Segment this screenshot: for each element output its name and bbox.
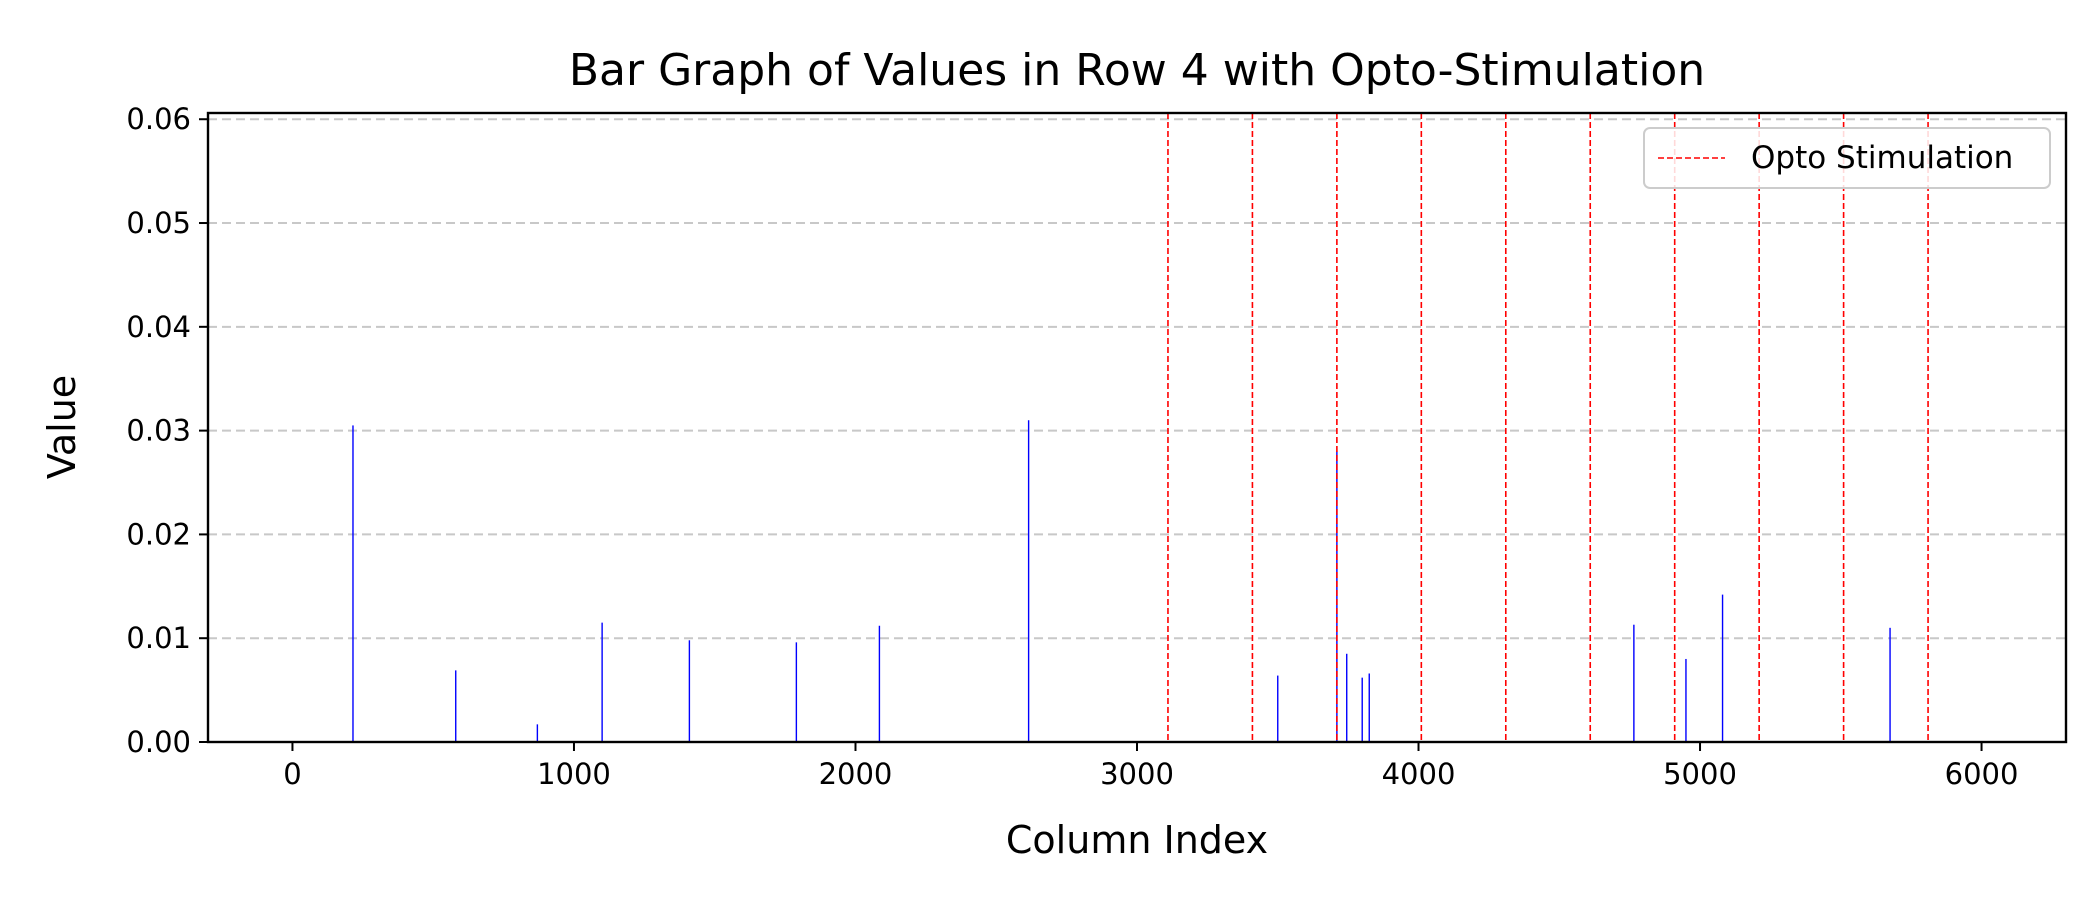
bar [536,724,539,742]
y-axis: 0.00 0.01 0.02 0.03 0.04 0.05 0.06 [126,102,208,759]
bar [878,625,881,742]
bar [1336,451,1338,742]
x-tick-label: 0 [283,757,301,791]
x-tick-label: 5000 [1663,757,1737,791]
bar [1633,624,1635,742]
x-tick-label: 3000 [1100,757,1174,791]
bar [455,670,457,742]
y-tick-label: 0.03 [126,414,191,448]
legend: Opto Stimulation [1643,127,2051,189]
bar [1361,677,1363,742]
opto-stimulation-lines [1167,113,1929,742]
gridlines [208,118,2066,640]
chart-title: Bar Graph of Values in Row 4 with Opto-S… [569,45,1705,96]
y-tick-label: 0.02 [126,517,191,551]
x-tick-label: 6000 [1945,757,2019,791]
legend-box [1643,127,2051,189]
bar [601,622,603,742]
x-tick-label: 2000 [819,757,893,791]
bars [352,420,1891,742]
bar [1368,673,1370,742]
bar [795,642,798,742]
y-tick-label: 0.05 [126,206,191,240]
bar [352,425,354,742]
legend-label-opto: Opto Stimulation [1751,140,2013,176]
bar [1027,420,1030,742]
bar [1889,627,1891,742]
y-tick-label: 0.06 [126,102,191,136]
bar [1721,594,1724,742]
bar [1685,658,1687,742]
x-axis: 0 1000 2000 3000 4000 5000 6000 [283,742,2018,791]
bar [1346,653,1348,742]
y-axis-label: Value [40,375,84,479]
y-tick-label: 0.00 [126,725,191,759]
bar [1277,675,1279,742]
x-tick-label: 1000 [537,757,611,791]
x-axis-label: Column Index [1006,818,1268,862]
y-tick-label: 0.01 [126,621,191,655]
bar [688,640,691,742]
y-tick-label: 0.04 [126,310,191,344]
x-tick-label: 4000 [1382,757,1456,791]
